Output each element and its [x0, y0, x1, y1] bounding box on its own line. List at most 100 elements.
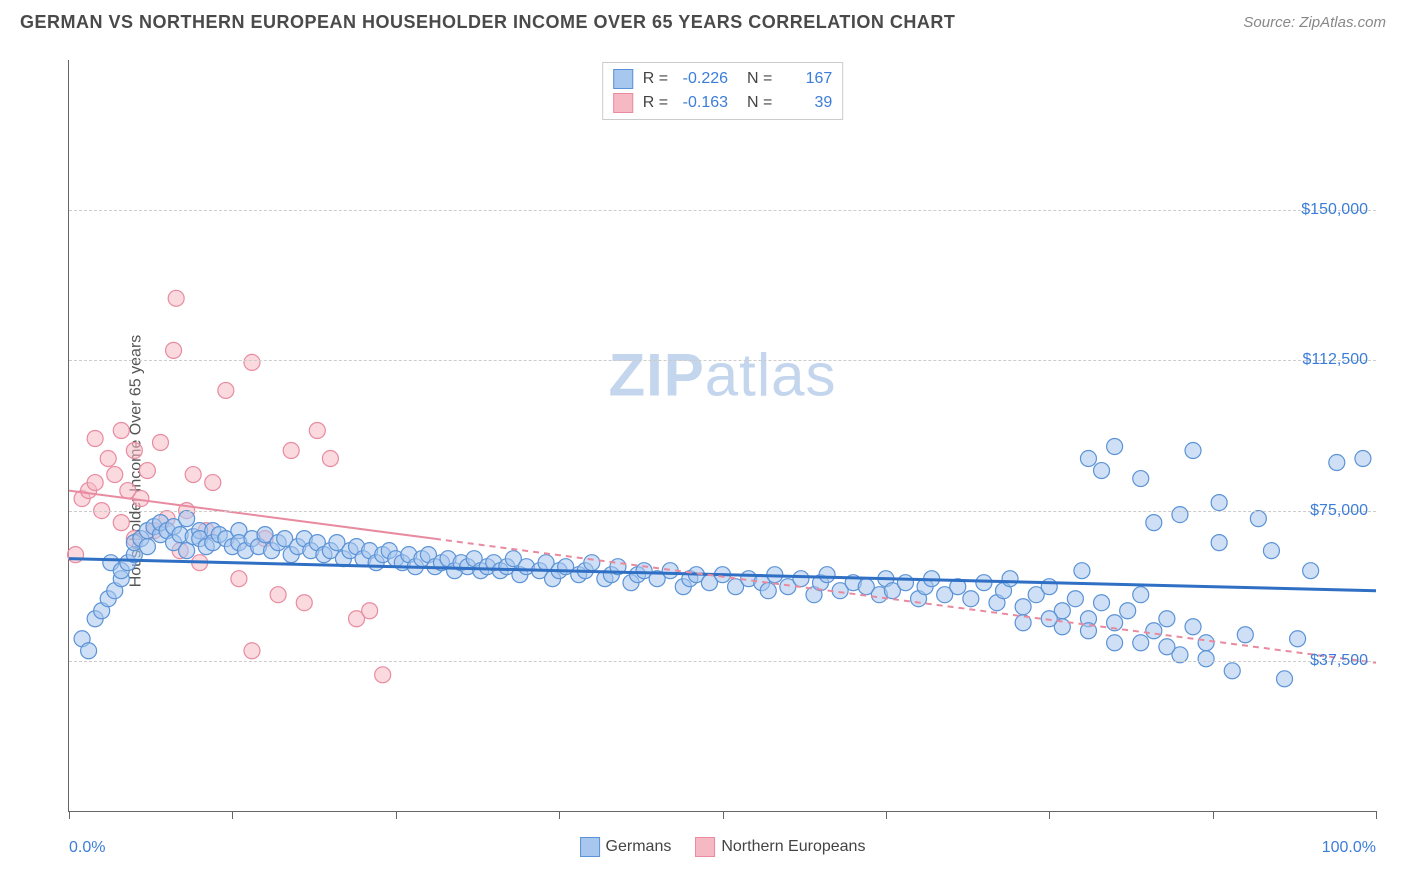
data-point: [1185, 443, 1201, 459]
x-axis-min-label: 0.0%: [69, 839, 105, 857]
legend-item: Germans: [580, 837, 672, 857]
x-tick: [1049, 811, 1050, 819]
data-point: [1133, 635, 1149, 651]
data-point: [1211, 495, 1227, 511]
gridline-h: [69, 661, 1376, 662]
data-point: [1303, 563, 1319, 579]
data-point: [1146, 623, 1162, 639]
data-point: [1015, 599, 1031, 615]
data-point: [205, 475, 221, 491]
data-point: [1094, 463, 1110, 479]
data-point: [1159, 611, 1175, 627]
data-point: [1002, 571, 1018, 587]
data-point: [584, 555, 600, 571]
data-point: [1329, 455, 1345, 471]
chart-container: Householder Income Over 65 years ZIPatla…: [20, 50, 1386, 872]
source-name: ZipAtlas.com: [1299, 14, 1386, 31]
series-legend: Germans Northern Europeans: [580, 837, 866, 857]
data-point: [1250, 511, 1266, 527]
data-point: [244, 643, 260, 659]
data-point: [179, 511, 195, 527]
data-point: [296, 595, 312, 611]
data-point: [139, 463, 155, 479]
x-tick: [723, 811, 724, 819]
data-point: [1263, 543, 1279, 559]
y-tick-label: $112,500: [1302, 351, 1368, 369]
data-point: [1185, 619, 1201, 635]
gridline-h: [69, 511, 1376, 512]
data-point: [897, 575, 913, 591]
data-point: [152, 435, 168, 451]
data-point: [1133, 471, 1149, 487]
data-point: [1094, 595, 1110, 611]
data-point: [87, 431, 103, 447]
legend-swatch: [695, 837, 715, 857]
data-point: [100, 451, 116, 467]
data-point: [1133, 587, 1149, 603]
correlation-legend-row: R =-0.226 N =167: [613, 67, 833, 91]
data-point: [1277, 671, 1293, 687]
legend-r-label: R =: [643, 94, 668, 112]
legend-r-label: R =: [643, 70, 668, 88]
x-tick: [69, 811, 70, 819]
data-point: [309, 422, 325, 438]
x-tick: [1213, 811, 1214, 819]
legend-label: Germans: [606, 838, 672, 856]
data-point: [113, 515, 129, 531]
scatter-svg: [69, 60, 1376, 811]
data-point: [231, 571, 247, 587]
data-point: [1211, 535, 1227, 551]
legend-swatch: [580, 837, 600, 857]
data-point: [1355, 451, 1371, 467]
source-prefix: Source:: [1243, 14, 1299, 31]
data-point: [322, 451, 338, 467]
legend-n-label: N =: [738, 94, 772, 112]
x-tick: [232, 811, 233, 819]
x-tick: [396, 811, 397, 819]
data-point: [1224, 663, 1240, 679]
data-point: [1198, 651, 1214, 667]
data-point: [1237, 627, 1253, 643]
data-point: [87, 475, 103, 491]
y-tick-label: $150,000: [1301, 201, 1368, 219]
legend-r-value: -0.226: [678, 70, 728, 88]
legend-label: Northern Europeans: [721, 838, 865, 856]
data-point: [1146, 515, 1162, 531]
data-point: [270, 587, 286, 603]
data-point: [185, 467, 201, 483]
plot-area: ZIPatlas R =-0.226 N =167R =-0.163 N =39…: [68, 60, 1376, 812]
data-point: [1159, 639, 1175, 655]
chart-title: GERMAN VS NORTHERN EUROPEAN HOUSEHOLDER …: [20, 12, 955, 33]
data-point: [1290, 631, 1306, 647]
x-axis-max-label: 100.0%: [1322, 839, 1376, 857]
data-point: [1172, 507, 1188, 523]
trend-line-dashed: [435, 539, 1376, 663]
data-point: [362, 603, 378, 619]
y-tick-label: $75,000: [1310, 502, 1368, 520]
data-point: [283, 443, 299, 459]
data-point: [244, 354, 260, 370]
legend-n-value: 167: [782, 70, 832, 88]
legend-n-value: 39: [782, 94, 832, 112]
data-point: [126, 443, 142, 459]
chart-header: GERMAN VS NORTHERN EUROPEAN HOUSEHOLDER …: [0, 0, 1406, 41]
legend-item: Northern Europeans: [695, 837, 865, 857]
data-point: [1067, 591, 1083, 607]
trend-line: [69, 559, 1376, 591]
data-point: [819, 567, 835, 583]
x-tick: [1376, 811, 1377, 819]
data-point: [963, 591, 979, 607]
source-attribution: Source: ZipAtlas.com: [1243, 14, 1386, 31]
correlation-legend: R =-0.226 N =167R =-0.163 N =39: [602, 62, 844, 120]
data-point: [1080, 451, 1096, 467]
data-point: [793, 571, 809, 587]
data-point: [1074, 563, 1090, 579]
data-point: [760, 583, 776, 599]
x-tick: [559, 811, 560, 819]
data-point: [1120, 603, 1136, 619]
legend-swatch: [613, 69, 633, 89]
data-point: [113, 422, 129, 438]
data-point: [1107, 439, 1123, 455]
data-point: [139, 539, 155, 555]
data-point: [1107, 635, 1123, 651]
